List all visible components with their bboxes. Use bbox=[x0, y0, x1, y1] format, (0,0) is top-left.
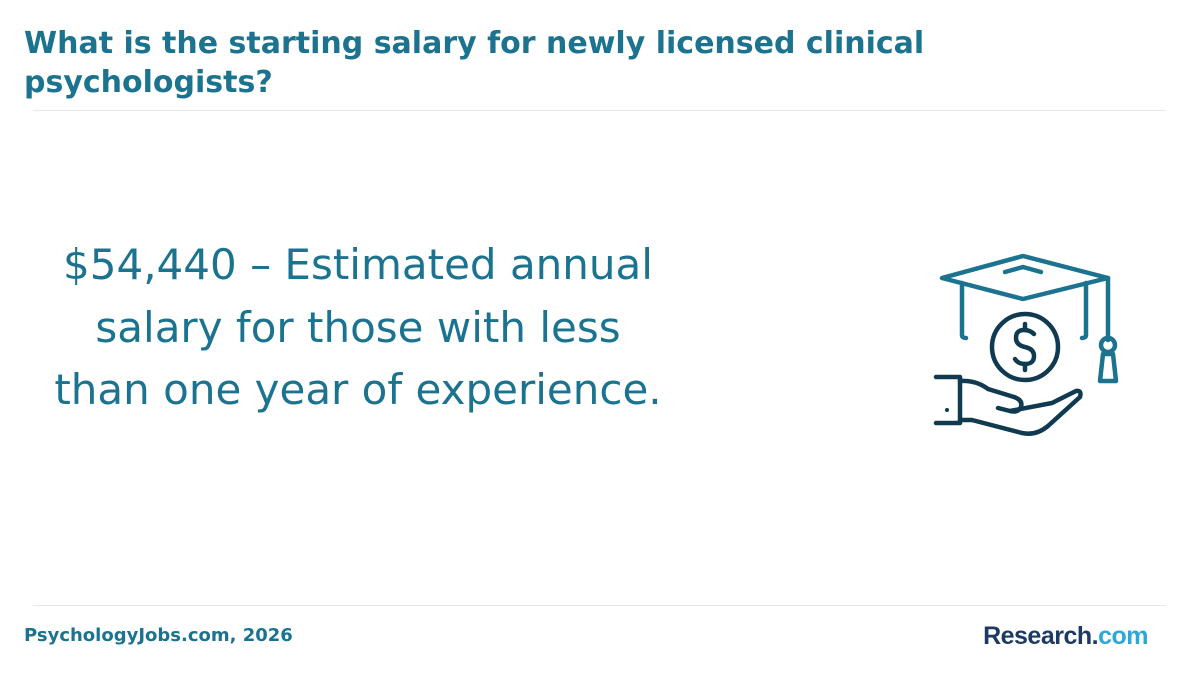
brand-logo-part1: Research. bbox=[983, 622, 1099, 650]
salary-statement: $54,440 – Estimated annual salary for th… bbox=[54, 240, 662, 414]
bottom-divider bbox=[33, 605, 1166, 606]
graduation-cap-coin-hand-icon bbox=[930, 250, 1120, 445]
brand-logo: Research.com bbox=[983, 620, 1148, 652]
brand-logo-part2: com bbox=[1098, 622, 1148, 650]
top-divider bbox=[33, 110, 1166, 111]
page-title: What is the starting salary for newly li… bbox=[24, 26, 925, 100]
source-citation: PsychologyJobs.com, 2026 bbox=[24, 625, 293, 646]
